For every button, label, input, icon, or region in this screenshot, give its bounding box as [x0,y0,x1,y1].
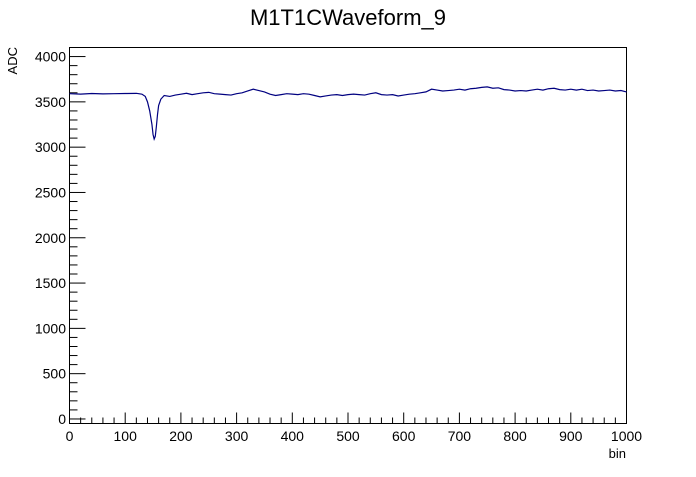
y-axis: 0 500 1000 1500 2000 2500 3000 3500 4000 [35,47,86,427]
x-axis-label: bin [609,446,626,461]
y-tick-label: 2000 [35,230,66,246]
x-tick-label: 1000 [611,428,642,444]
x-tick-label: 800 [503,428,527,444]
x-tick-label: 200 [169,428,193,444]
x-tick-label: 0 [66,428,74,444]
y-tick-label: 4000 [35,49,66,65]
y-tick-label: 1500 [35,275,66,291]
y-tick-label: 3500 [35,94,66,110]
x-tick-label: 100 [114,428,138,444]
x-tick-label: 400 [281,428,305,444]
plot-frame [69,47,627,424]
x-axis: 0 100 200 300 400 500 600 700 800 900 1000 [66,412,642,444]
y-tick-label: 0 [58,411,66,427]
waveform-line [69,86,627,141]
x-tick-label: 500 [336,428,360,444]
y-tick-label: 3000 [35,139,66,155]
y-tick-label: 1000 [35,320,66,336]
x-tick-label: 900 [559,428,583,444]
y-tick-label: 500 [43,366,67,382]
y-axis-label: ADC [5,47,20,74]
chart-title: M1T1CWaveform_9 [250,5,446,30]
x-tick-label: 700 [448,428,472,444]
x-tick-label: 300 [225,428,249,444]
y-tick-label: 2500 [35,184,66,200]
x-tick-label: 600 [392,428,416,444]
